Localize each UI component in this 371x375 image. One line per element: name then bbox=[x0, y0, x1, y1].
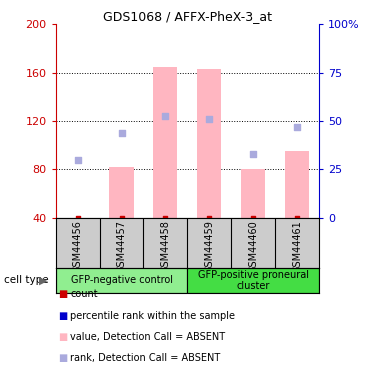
Text: percentile rank within the sample: percentile rank within the sample bbox=[70, 311, 236, 321]
Bar bbox=[241, 169, 265, 217]
Text: GSM44457: GSM44457 bbox=[116, 220, 127, 273]
Point bbox=[206, 116, 212, 122]
Text: ■: ■ bbox=[59, 332, 68, 342]
Text: GFP-negative control: GFP-negative control bbox=[70, 275, 173, 285]
Point bbox=[162, 214, 168, 220]
Text: GSM44458: GSM44458 bbox=[160, 220, 170, 273]
Text: ■: ■ bbox=[59, 354, 68, 363]
Text: GSM44461: GSM44461 bbox=[292, 220, 302, 273]
Bar bbox=[153, 67, 177, 218]
Point bbox=[294, 214, 300, 220]
Point bbox=[162, 113, 168, 119]
Text: ▶: ▶ bbox=[39, 275, 47, 285]
Text: ■: ■ bbox=[59, 290, 68, 299]
Text: GSM44456: GSM44456 bbox=[73, 220, 83, 273]
Text: cell type: cell type bbox=[4, 275, 48, 285]
Text: value, Detection Call = ABSENT: value, Detection Call = ABSENT bbox=[70, 332, 226, 342]
Bar bbox=[197, 69, 221, 218]
Title: GDS1068 / AFFX-PheX-3_at: GDS1068 / AFFX-PheX-3_at bbox=[103, 10, 272, 23]
Point bbox=[119, 130, 125, 136]
Text: GSM44459: GSM44459 bbox=[204, 220, 214, 273]
Point bbox=[250, 214, 256, 220]
Text: count: count bbox=[70, 290, 98, 299]
Bar bbox=[56, 268, 187, 292]
Bar bbox=[187, 268, 319, 292]
Point bbox=[206, 214, 212, 220]
Point bbox=[294, 124, 300, 130]
Text: rank, Detection Call = ABSENT: rank, Detection Call = ABSENT bbox=[70, 354, 221, 363]
Point bbox=[119, 214, 125, 220]
Text: ■: ■ bbox=[59, 311, 68, 321]
Text: GFP-positive proneural
cluster: GFP-positive proneural cluster bbox=[198, 270, 309, 291]
Text: GSM44460: GSM44460 bbox=[248, 220, 258, 273]
Point bbox=[75, 214, 81, 220]
Point bbox=[250, 150, 256, 156]
Bar bbox=[285, 151, 309, 217]
Bar bbox=[109, 167, 134, 218]
Point bbox=[75, 157, 81, 163]
